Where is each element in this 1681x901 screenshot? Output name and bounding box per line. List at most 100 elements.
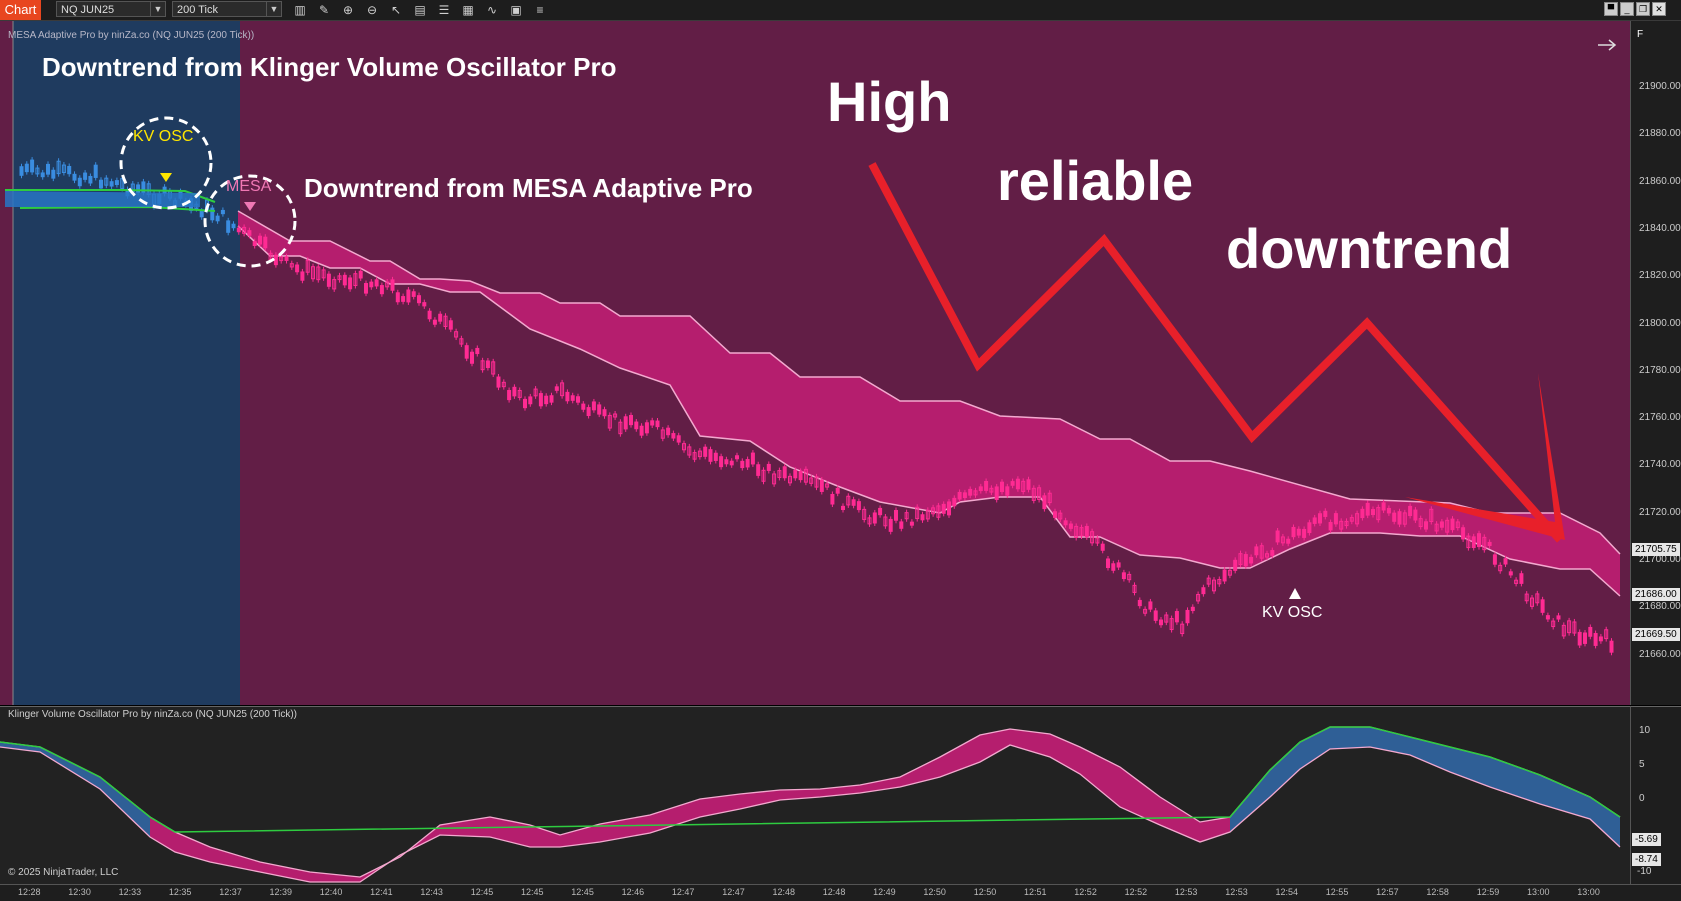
candle-body (220, 209, 225, 215)
candle-body (1164, 614, 1169, 623)
candle-body (1068, 523, 1073, 529)
instrument-selector[interactable]: NQ JUN25 ▼ (56, 1, 166, 17)
instrument-value: NQ JUN25 (61, 4, 115, 16)
candle-body (523, 398, 527, 409)
oscillator-panel[interactable]: Klinger Volume Oscillator Pro by ninZa.c… (0, 706, 1630, 885)
candle-body (1556, 615, 1561, 620)
candle-body (417, 295, 421, 304)
kv-osc-circle (119, 116, 213, 210)
candle-body (841, 505, 845, 511)
oscillator-panel-title: Klinger Volume Oscillator Pro by ninZa.c… (8, 709, 297, 720)
candle-body (56, 160, 61, 175)
candle-body (602, 409, 607, 417)
price-tick: 21880.00 (1639, 128, 1681, 140)
candle-body (1397, 511, 1402, 525)
candle-body (1593, 633, 1598, 646)
klinger-slow-line (0, 744, 1621, 883)
chart-tab[interactable]: Chart (0, 0, 41, 20)
properties-icon[interactable]: ☰ (438, 3, 450, 17)
candle-body (1598, 636, 1603, 642)
klinger-fast-line (0, 726, 1621, 878)
candle-body (1153, 610, 1158, 621)
candle-body (1143, 608, 1148, 614)
candle-body (644, 422, 649, 434)
candle-body (607, 414, 612, 429)
candle-body (576, 396, 580, 403)
candle-body (411, 291, 416, 297)
time-tick: 12:45 (571, 887, 594, 897)
candle-body (231, 223, 236, 229)
time-tick: 12:58 (1426, 887, 1449, 897)
time-tick: 12:57 (1376, 887, 1399, 897)
candle-body (1037, 487, 1042, 501)
price-axis[interactable]: F 21900.00 21880.00 21860.00 21840.00 21820.… (1630, 21, 1681, 705)
time-tick: 13:00 (1577, 887, 1600, 897)
time-tick: 12:51 (1024, 887, 1047, 897)
candle-body (851, 499, 856, 506)
time-tick: 12:53 (1225, 887, 1248, 897)
indicators-icon[interactable]: ∿ (486, 3, 498, 17)
big-word-high: High (827, 70, 952, 133)
panel-menu-label[interactable]: F (1637, 29, 1644, 40)
candle-body (1201, 587, 1206, 595)
candle-body (650, 420, 655, 426)
oscillator-axis[interactable]: 10 5 0 -10 -5.69 -8.74 (1630, 706, 1681, 885)
candle-body (305, 259, 310, 273)
kv-osc-signal-label: KV OSC (1262, 604, 1323, 621)
bar-type-icon[interactable]: ▥ (294, 3, 306, 17)
candle-body (888, 518, 893, 532)
time-tick: 12:43 (420, 887, 443, 897)
candle-body (1339, 520, 1344, 530)
maximize-icon[interactable]: ❐ (1636, 2, 1650, 16)
kv-downtrend-zone (13, 21, 240, 705)
candle-body (1010, 481, 1015, 486)
candles (19, 157, 1614, 656)
candle-body (374, 279, 379, 287)
candle-body (639, 425, 644, 436)
candle-body (819, 479, 824, 492)
candle-body (395, 292, 400, 303)
strategies-icon[interactable]: ▦ (462, 3, 474, 17)
time-axis[interactable]: 12:28 12:30 12:33 12:35 12:37 12:39 12:40 12:41… (0, 884, 1681, 901)
candle-body (793, 469, 798, 479)
candle-body (883, 516, 888, 527)
data-box-icon[interactable]: ▤ (414, 3, 426, 17)
candle-body (1392, 512, 1397, 522)
time-tick: 12:39 (269, 887, 293, 897)
candle-body (1021, 480, 1026, 492)
zoom-in-icon[interactable]: ⊕ (342, 3, 354, 17)
candle-body (1222, 569, 1227, 582)
candle-body (973, 490, 978, 496)
goto-end-arrow[interactable] (1598, 39, 1617, 51)
candle-body (1577, 631, 1582, 646)
menu-icon[interactable]: ≡ (536, 3, 544, 17)
candle-body (40, 172, 45, 178)
candle-body (544, 395, 549, 405)
candle-body (703, 446, 708, 457)
candle-body (1249, 556, 1254, 564)
draw-pen-icon[interactable]: ✎ (318, 3, 330, 17)
minimize-icon[interactable]: ▀ (1604, 2, 1618, 16)
osc-badge-2: -8.74 (1632, 853, 1661, 866)
candle-body (1524, 593, 1529, 602)
price-panel[interactable]: MESA Adaptive Pro by ninZa.co (NQ JUN25 … (0, 21, 1630, 705)
restore-icon[interactable]: _ (1620, 2, 1634, 16)
candle-body (1318, 513, 1322, 524)
candle-body (671, 433, 676, 439)
interval-selector[interactable]: 200 Tick ▼ (172, 1, 282, 17)
price-tick: 21820.00 (1639, 270, 1681, 282)
pointer-icon[interactable]: ↖ (390, 3, 402, 17)
candle-body (1487, 541, 1492, 546)
candle-body (846, 495, 851, 506)
candle-body (1583, 632, 1587, 644)
candle-body (1535, 593, 1540, 604)
candle-body (470, 351, 474, 364)
candle-body (99, 179, 103, 189)
candle-body (517, 389, 522, 398)
templates-icon[interactable]: ▣ (510, 3, 522, 17)
zoom-out-icon[interactable]: ⊖ (366, 3, 378, 17)
close-icon[interactable]: ✕ (1652, 2, 1666, 16)
candle-body (1254, 546, 1259, 556)
candle-body (1015, 478, 1020, 490)
candle-body (475, 347, 480, 355)
